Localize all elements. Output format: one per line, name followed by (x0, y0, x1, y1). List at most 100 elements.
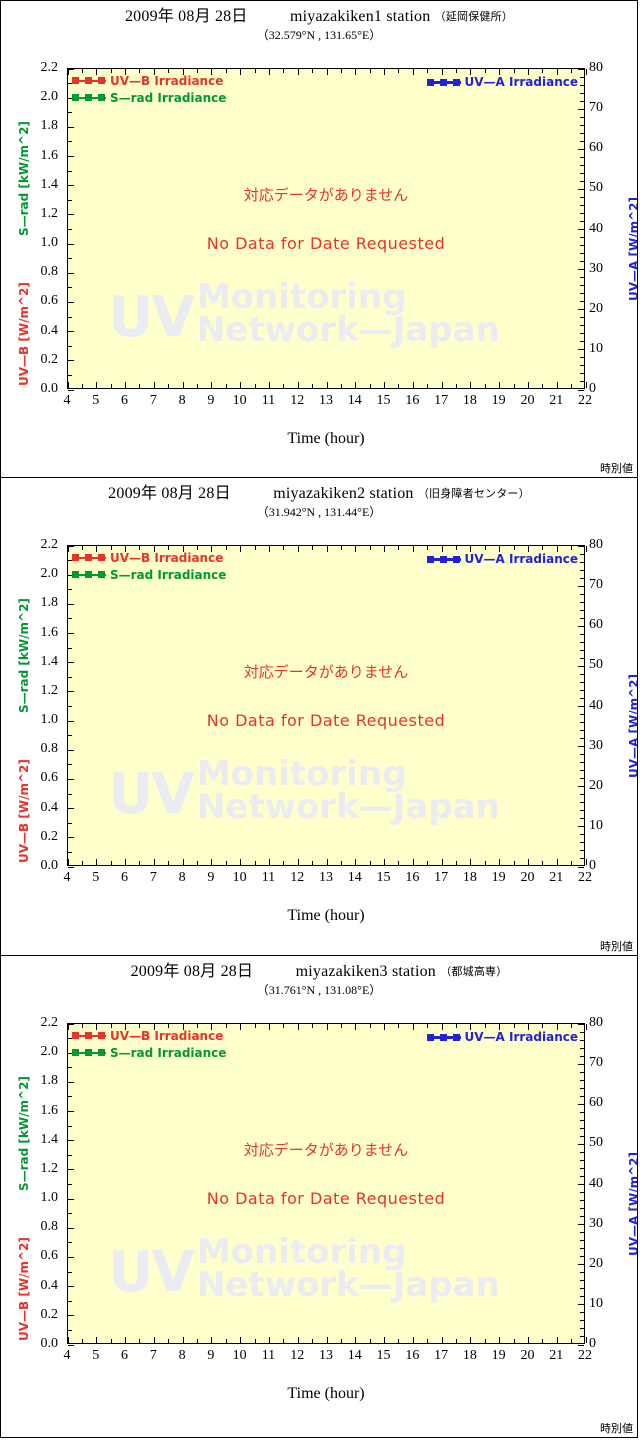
watermark: UV Monitoring Network—Japan (108, 280, 548, 347)
y-tick-mark-right-minor (580, 1111, 584, 1113)
y-tick-mark-right-minor (580, 834, 584, 836)
y-axis-right-labels: 0 10 20 30 40 50 60 70 80 (587, 478, 617, 873)
legend-marker-srad-icon (72, 570, 106, 580)
x-tick-mark (268, 1337, 270, 1343)
y-tick-mark-left-minor (68, 258, 72, 260)
y-tick-mark-right-minor (580, 730, 584, 732)
y-tick-mark-left-minor (68, 1329, 72, 1331)
x-tick-mark-minor (312, 861, 314, 865)
y-axis-right-tick: 30 (589, 260, 603, 276)
x-tick-mark-minor (81, 861, 83, 865)
y-tick-mark-right-minor (580, 333, 584, 335)
y-tick-mark-left-minor (68, 1271, 72, 1273)
panel-header: 2009年 08月 28日 miyazakiken2 station （旧身障者… (1, 478, 637, 520)
x-axis-tick: 4 (63, 393, 71, 408)
x-axis-tick: 18 (462, 393, 477, 408)
y-axis-right-tick: 40 (589, 220, 603, 236)
legend: UV—B Irradiance S—rad Irradiance UV—A Ir… (72, 1027, 580, 1061)
y-tick-mark-right-minor (580, 810, 584, 812)
x-axis-tick: 15 (376, 870, 391, 885)
panel-header: 2009年 08月 28日 miyazakiken1 station （延岡保健… (1, 1, 637, 43)
x-axis-tick: 17 (434, 393, 449, 408)
y-tick-mark-left (68, 1227, 74, 1229)
x-axis-tick: 6 (121, 870, 129, 885)
x-tick-mark (326, 859, 328, 865)
y-tick-mark-right (578, 545, 584, 547)
y-axis-left-tick: 1.8 (40, 118, 59, 134)
x-tick-mark-minor (571, 861, 573, 865)
panel-header: 2009年 08月 28日 miyazakiken3 station （都城高専… (1, 956, 637, 998)
x-tick-mark (153, 382, 155, 388)
x-tick-mark-minor (312, 384, 314, 388)
x-tick-mark-minor (369, 384, 371, 388)
y-tick-mark-right-minor (580, 593, 584, 595)
x-tick-mark-minor (513, 1339, 515, 1343)
x-tick-mark-minor (542, 861, 544, 865)
y-tick-mark-right-minor (580, 261, 584, 263)
legend: UV—B Irradiance S—rad Irradiance UV—A Ir… (72, 72, 580, 106)
legend-item-srad: S—rad Irradiance (72, 89, 580, 106)
x-tick-mark-minor (571, 384, 573, 388)
x-tick-mark (412, 859, 414, 865)
y-tick-mark-right-minor (580, 858, 584, 860)
plot-area: UV Monitoring Network—Japan UV—B Irradia… (67, 545, 587, 868)
y-axis-left-title-uvb: UV—B [W/m^2] (17, 1237, 31, 1341)
x-tick-mark (412, 1337, 414, 1343)
y-tick-mark-right-minor (580, 657, 584, 659)
y-tick-mark-right (578, 349, 584, 351)
y-tick-mark-left-minor (68, 618, 72, 620)
x-tick-mark (384, 1337, 386, 1343)
x-tick-mark (355, 859, 357, 865)
x-tick-mark (67, 546, 69, 552)
y-tick-mark-left-minor (68, 141, 72, 143)
station-place: （都城高専） (440, 965, 508, 978)
x-tick-mark-minor (110, 384, 112, 388)
y-tick-mark-left-minor (68, 735, 72, 737)
x-tick-mark-minor (484, 861, 486, 865)
x-tick-mark-minor (456, 861, 457, 865)
observation-date: 2009年 08月 28日 (108, 485, 231, 502)
legend-label-srad: S—rad Irradiance (110, 567, 227, 582)
legend-item-uva: UV—A Irradiance (426, 1030, 578, 1044)
x-tick-mark-minor (369, 1339, 371, 1343)
x-tick-mark (556, 382, 558, 388)
y-tick-mark-right (578, 786, 584, 788)
x-tick-mark-minor (168, 1339, 170, 1343)
x-tick-mark (125, 1337, 127, 1343)
hourly-note: 時別値 (600, 940, 633, 953)
watermark: UV Monitoring Network—Japan (108, 757, 548, 824)
x-axis-tick: 4 (63, 870, 71, 885)
y-tick-mark-right-minor (580, 1079, 584, 1081)
x-tick-mark (527, 1337, 529, 1343)
y-tick-mark-right-minor (580, 1175, 584, 1177)
x-tick-mark-minor (456, 384, 457, 388)
y-tick-mark-right-minor (580, 365, 584, 367)
x-axis-tick: 12 (290, 870, 305, 885)
y-axis-right-tick: 30 (589, 1215, 603, 1231)
y-tick-mark-right-minor (580, 1240, 584, 1242)
y-axis-left-tick: 2.0 (40, 1044, 59, 1060)
y-axis-right-tick: 0 (589, 858, 596, 873)
y-tick-mark-right-minor (580, 1328, 584, 1330)
y-tick-mark-right-minor (580, 1119, 584, 1121)
y-tick-mark-right-minor (580, 100, 584, 102)
y-axis-right-labels: 0 10 20 30 40 50 60 70 80 (587, 1, 617, 396)
y-tick-mark-right-minor (580, 381, 584, 383)
y-tick-mark-left (68, 749, 74, 751)
x-axis-tick: 22 (578, 1348, 592, 1363)
station-coordinates: （31.761°N , 131.08°E） (256, 983, 382, 997)
y-axis-left-tick: 1.4 (40, 1131, 59, 1147)
x-axis-labels-wrap: 4 5 6 7 8 9 10 11 12 13 14 15 16 17 18 19 20 21 22 (63, 393, 593, 413)
y-tick-mark-right-minor (580, 850, 584, 852)
x-axis-tick: 21 (549, 393, 564, 408)
no-data-message-en: No Data for Date Requested (206, 1189, 446, 1208)
x-tick-mark (125, 382, 127, 388)
watermark-line1: Monitoring (196, 1232, 407, 1272)
x-tick-mark (355, 382, 357, 388)
x-axis-tick: 9 (207, 870, 215, 885)
legend-marker-uvb-icon (72, 76, 106, 86)
y-axis-left-title-uvb: UV—B [W/m^2] (17, 759, 31, 863)
x-axis-tick: 16 (405, 393, 420, 408)
x-tick-mark-minor (81, 1339, 83, 1343)
y-tick-mark-left (68, 156, 74, 158)
